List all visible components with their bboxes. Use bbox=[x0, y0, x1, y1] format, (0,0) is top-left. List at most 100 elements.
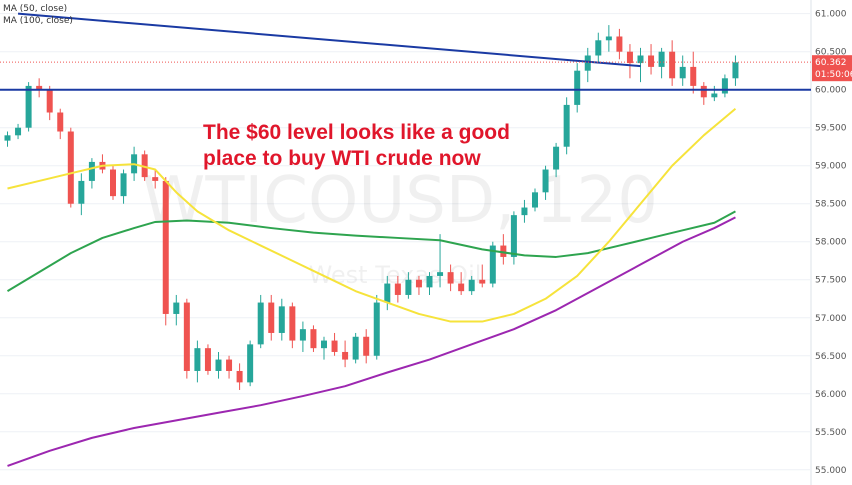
y-tick-label: 59.500 bbox=[815, 124, 847, 134]
ma200-line bbox=[7, 216, 736, 467]
candle-down bbox=[331, 340, 338, 352]
ma50-line bbox=[7, 107, 737, 323]
candle-up bbox=[563, 104, 570, 147]
candle-down bbox=[226, 359, 233, 371]
price-axis: 61.000 60.500 60.000 59.500 59.000 58.500 58.0… bbox=[815, 10, 847, 476]
candle-up bbox=[120, 173, 127, 197]
candle-down bbox=[648, 55, 655, 67]
y-tick-label: 60.000 bbox=[815, 86, 847, 96]
y-tick-label: 61.000 bbox=[815, 10, 847, 20]
candle-up bbox=[679, 66, 686, 79]
watermark-symbol: WTICOUSD, 120 bbox=[142, 164, 658, 238]
candle-up bbox=[88, 161, 95, 181]
candle-up bbox=[574, 70, 581, 105]
candle-down bbox=[110, 169, 116, 197]
legend-ma50: MA (50, close) bbox=[3, 4, 67, 14]
candle-down bbox=[458, 283, 465, 292]
candle-up bbox=[605, 36, 612, 41]
candle-down bbox=[310, 329, 317, 349]
candle-down bbox=[236, 370, 243, 383]
candle-up bbox=[405, 279, 412, 295]
candle-down bbox=[57, 112, 64, 132]
legend: MA (50, close) MA (100, close) bbox=[3, 4, 73, 26]
candle-up bbox=[437, 272, 444, 276]
candle-up bbox=[595, 40, 602, 56]
candle-up bbox=[584, 55, 591, 71]
last-price-value: 60.362 bbox=[815, 58, 847, 68]
candle-up bbox=[299, 329, 306, 341]
candle-down bbox=[67, 131, 74, 204]
annotation-line-1: The $60 level looks like a good bbox=[203, 121, 510, 144]
candle-up bbox=[542, 169, 549, 193]
candle-up bbox=[553, 146, 560, 170]
y-tick-label: 57.500 bbox=[815, 276, 847, 286]
candle-down bbox=[36, 85, 43, 90]
candle-down bbox=[289, 306, 296, 341]
candle-down bbox=[183, 302, 190, 371]
y-tick-label: 55.000 bbox=[815, 466, 847, 476]
y-tick-label: 60.500 bbox=[815, 48, 847, 58]
candle-down bbox=[700, 85, 707, 98]
candle-down bbox=[342, 351, 349, 360]
candle-up bbox=[4, 135, 11, 141]
candle-down bbox=[500, 245, 507, 257]
candle-up bbox=[532, 192, 538, 208]
candle-down bbox=[447, 272, 454, 284]
candle-up bbox=[711, 93, 718, 98]
last-price-tag bbox=[812, 55, 852, 82]
descending-trendline bbox=[17, 12, 641, 68]
ma100-line bbox=[6, 210, 736, 293]
candle-up bbox=[194, 348, 201, 371]
candle-down bbox=[268, 302, 275, 333]
candle-up bbox=[78, 180, 85, 204]
bar-countdown: 01:50:06 bbox=[815, 70, 852, 80]
candle-up bbox=[15, 127, 22, 136]
candle-down bbox=[363, 336, 370, 356]
candle-up bbox=[384, 283, 391, 303]
candle-down bbox=[162, 180, 169, 314]
y-tick-label: 59.000 bbox=[815, 162, 847, 172]
candle-up bbox=[732, 62, 739, 79]
candle-up bbox=[658, 51, 665, 67]
y-tick-label: 55.500 bbox=[815, 428, 847, 438]
candle-up bbox=[426, 275, 433, 288]
legend-ma100: MA (100, close) bbox=[3, 16, 73, 26]
candle-down bbox=[415, 279, 422, 288]
candle-down bbox=[204, 348, 211, 371]
candle-up bbox=[247, 344, 254, 383]
candle-up bbox=[25, 85, 32, 128]
candle-down bbox=[152, 177, 159, 181]
candle-up bbox=[521, 207, 528, 216]
y-tick-label: 58.500 bbox=[815, 200, 847, 210]
y-tick-label: 57.000 bbox=[815, 314, 847, 324]
candle-up bbox=[321, 340, 327, 349]
candles bbox=[4, 25, 739, 390]
moving-averages bbox=[6, 107, 737, 467]
candle-up bbox=[278, 306, 285, 333]
candle-down bbox=[394, 283, 401, 295]
candle-up bbox=[352, 336, 359, 360]
candle-down bbox=[626, 51, 633, 64]
annotation-line-2: place to buy WTI crude now bbox=[203, 147, 481, 170]
candle-down bbox=[46, 89, 53, 113]
candle-down bbox=[616, 36, 623, 52]
candle-up bbox=[215, 359, 222, 371]
y-tick-label: 58.000 bbox=[815, 238, 847, 248]
candle-up bbox=[373, 302, 380, 356]
y-tick-label: 56.000 bbox=[815, 390, 847, 400]
candle-down bbox=[479, 279, 486, 284]
candle-up bbox=[468, 279, 475, 292]
candle-up bbox=[721, 78, 728, 94]
candle-up bbox=[173, 302, 180, 314]
candle-up bbox=[489, 245, 496, 284]
candle-down bbox=[141, 154, 148, 178]
candle-down bbox=[690, 66, 697, 86]
candle-up bbox=[637, 55, 644, 64]
y-tick-label: 56.500 bbox=[815, 352, 847, 362]
candle-up bbox=[510, 215, 517, 257]
candle-up bbox=[257, 302, 264, 345]
levels: 60.362 01:50:06 bbox=[0, 12, 852, 91]
